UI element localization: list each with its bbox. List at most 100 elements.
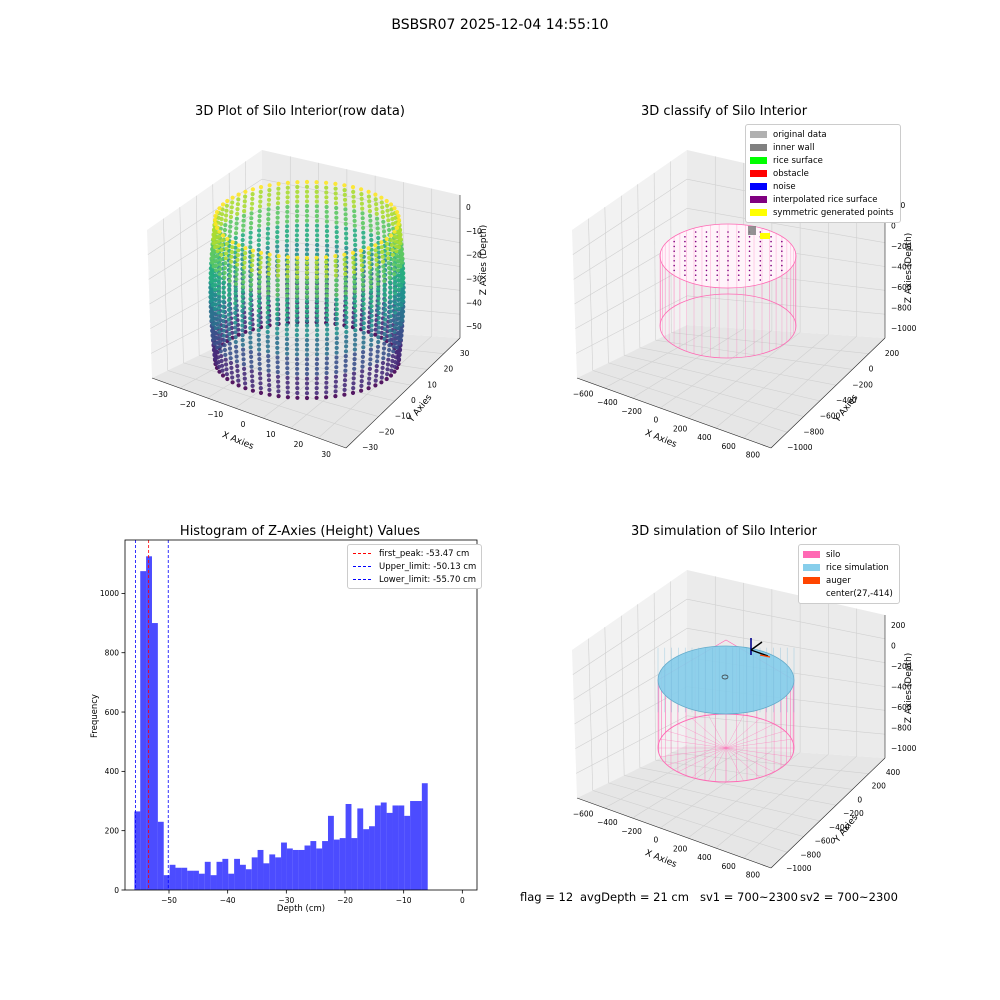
data-point [324,200,329,205]
data-point [212,234,217,239]
data-point [397,223,402,228]
grid-line [261,237,461,267]
data-point [373,192,378,197]
interpolated-point [759,240,762,243]
y-tick-label: 400 [105,767,120,776]
data-point [275,302,280,307]
data-point [248,278,253,284]
data-point [211,228,217,233]
data-point [391,318,396,323]
data-point [375,277,380,282]
data-point [399,242,404,247]
histogram-bar [386,812,393,890]
grid-line [318,335,432,439]
data-point [304,300,310,305]
histogram-bar [210,875,217,890]
data-point [369,262,374,267]
data-point [304,233,310,238]
interpolated-point [673,269,675,272]
data-point [295,286,300,291]
data-point [242,209,247,214]
data-point [210,258,216,263]
data-point [256,323,261,328]
y-tick-label: −800 [803,427,824,436]
data-point [387,309,392,315]
data-point [388,202,394,207]
data-point [210,303,215,308]
data-point [295,289,300,294]
data-point [210,307,215,313]
data-point [373,383,378,388]
data-point [214,225,220,230]
data-point [240,237,245,243]
data-point [396,330,401,335]
data-point [314,299,320,304]
data-point [216,320,222,325]
rice-surface [657,645,795,715]
data-point [242,366,247,371]
data-point [276,384,281,389]
data-point [276,191,281,196]
grid-line [659,750,773,829]
interpolated-point [716,269,719,272]
data-point [249,211,254,216]
data-point [367,376,372,381]
data-point [361,264,366,269]
histogram-bar [216,861,223,890]
data-point [213,221,218,227]
data-point [400,270,405,275]
data-point [275,234,280,240]
data-point [398,306,403,311]
data-point [213,273,218,278]
data-point [285,190,290,195]
data-point [235,313,240,318]
data-point [241,305,246,310]
data-point [225,338,230,344]
grid-line [639,767,837,806]
data-point [400,275,405,280]
histogram-bar [298,849,305,890]
data-point [388,261,393,266]
data-point [325,253,330,258]
data-point [213,293,218,298]
data-point [314,310,319,315]
interpolated-point [694,260,697,262]
data-point [275,273,280,278]
legend-swatch [803,577,820,584]
data-point [384,376,389,382]
data-point [343,368,348,373]
x-tick-label: −30 [278,896,294,905]
data-point [396,264,401,269]
data-point [386,218,391,223]
interpolated-point [673,264,675,267]
data-point [275,336,280,341]
data-point [294,242,299,248]
data-point [389,243,394,248]
data-point [258,194,263,199]
data-point [221,280,227,285]
interpolated-point [727,279,729,281]
data-point [314,291,319,296]
data-point [398,259,403,264]
data-point [385,362,390,367]
data-point [285,301,290,306]
data-point [342,262,347,267]
data-point [229,205,234,210]
data-point [265,245,270,251]
data-point [241,223,246,228]
data-point [275,331,280,336]
grid-line [588,218,594,371]
data-point [256,342,262,347]
data-point [351,265,356,270]
grid-line [686,266,886,291]
data-point [304,194,310,199]
z-tick-label: −10 [466,227,482,236]
data-point [304,310,310,315]
data-point [367,366,372,371]
data-point [284,258,289,263]
data-point [216,286,222,291]
x-tick-label: −40 [220,896,236,905]
interpolated-point [759,260,762,262]
data-point [285,361,290,366]
data-point [227,282,232,287]
